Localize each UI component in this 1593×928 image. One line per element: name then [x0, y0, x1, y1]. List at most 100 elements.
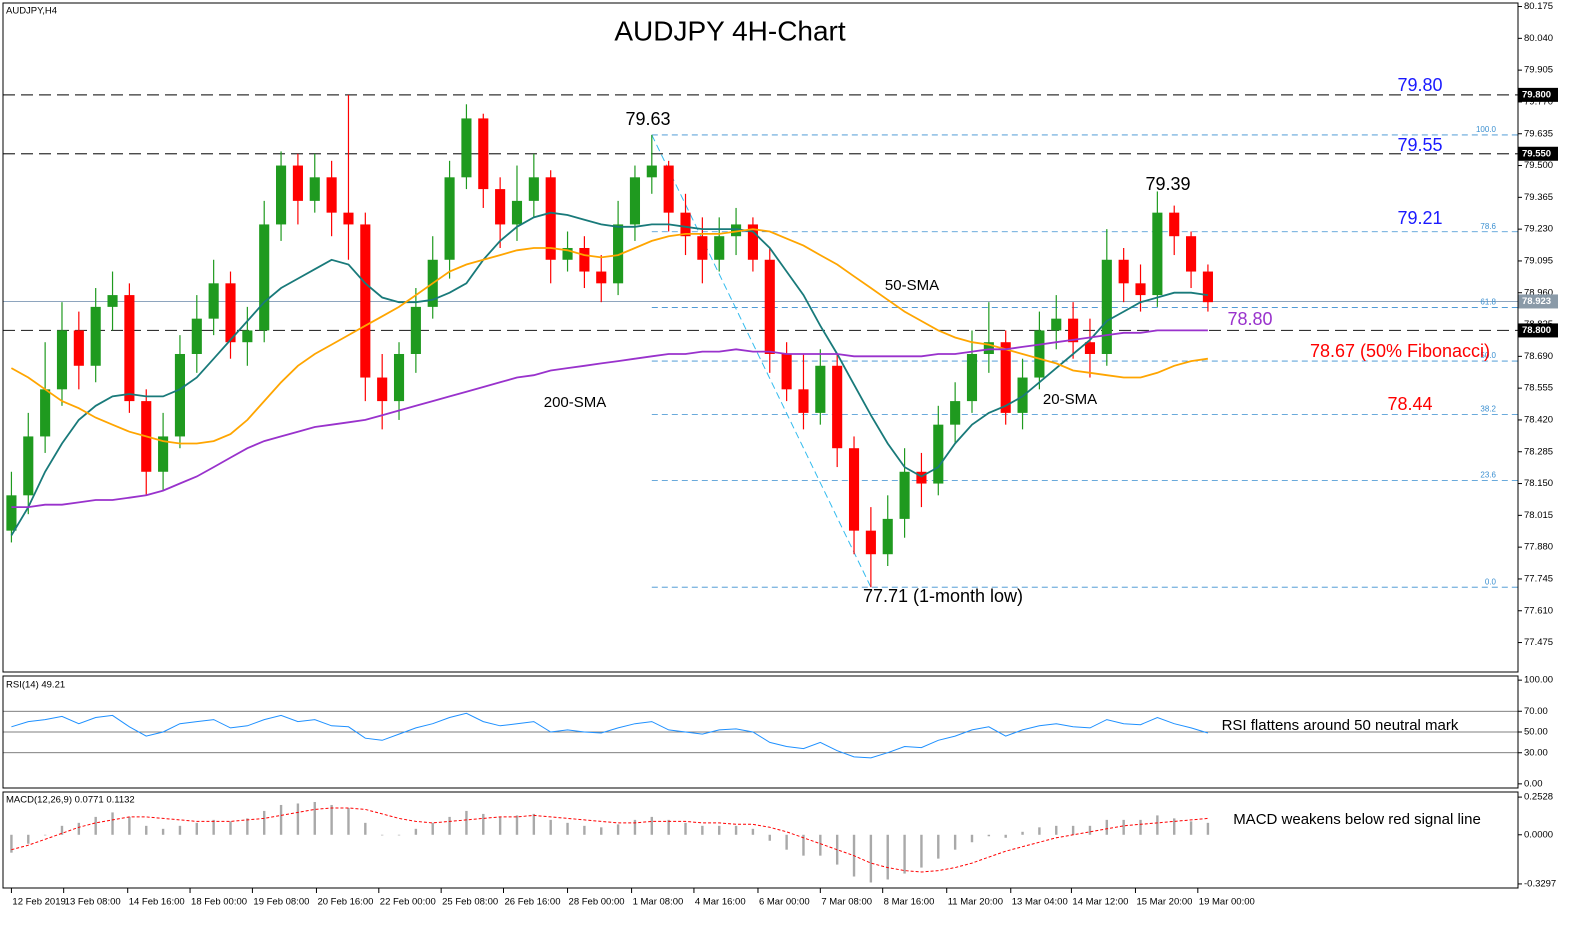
x-tick-label: 11 Mar 20:00	[948, 897, 1003, 908]
macd-bar	[313, 801, 316, 835]
annotation: 79.39	[1145, 174, 1190, 194]
macd-bar	[1189, 821, 1193, 835]
candle-body	[191, 318, 202, 354]
x-tick-label: 13 Mar 04:00	[1012, 897, 1068, 908]
candle-body	[1186, 236, 1197, 272]
candle-body	[1000, 342, 1011, 413]
macd-bar	[330, 804, 333, 835]
candle-body	[478, 118, 489, 190]
last-price-box	[1518, 294, 1558, 309]
symbol-label: AUDJPY,H4	[6, 6, 57, 17]
macd-bar	[212, 819, 215, 835]
x-tick-label: 6 Mar 00:00	[759, 897, 810, 908]
x-tick-label: 1 Mar 08:00	[633, 897, 684, 908]
candle-body	[377, 377, 388, 402]
annotation: 79.63	[625, 109, 670, 129]
x-tick-label: 12 Feb 2019	[12, 897, 65, 908]
candle-body	[798, 389, 809, 413]
macd-bar	[734, 825, 738, 835]
level-box	[1518, 146, 1558, 161]
y-tick-label: 30.00	[1524, 747, 1548, 758]
x-tick-label: 8 Mar 16:00	[884, 897, 935, 908]
macd-bar	[296, 803, 300, 835]
plot-area: 100.0 78.6 61.8 50.0 38.2 23.6 0.0 80.175 80.040…	[3, 1, 1558, 908]
y-tick-label: 79.770	[1524, 96, 1553, 107]
candle-body	[882, 518, 893, 555]
candle-body	[276, 165, 287, 225]
candle-body	[1118, 259, 1129, 284]
macd-bar	[1055, 825, 1058, 835]
candle-body	[562, 247, 573, 260]
annotation: 77.71 (1-month low)	[863, 586, 1023, 606]
candle-body	[731, 224, 742, 237]
level-box-label: 78.800	[1522, 325, 1551, 336]
macd-bar	[1156, 815, 1159, 835]
macd-bar	[1071, 825, 1075, 835]
level-box	[1518, 323, 1558, 338]
x-tick-label: 19 Feb 08:00	[253, 897, 309, 908]
candle-body	[1169, 212, 1180, 237]
candle-body	[1135, 283, 1146, 296]
swing-line	[651, 134, 872, 588]
macd-bar	[650, 816, 654, 835]
macd-bar	[1038, 827, 1041, 835]
candle-body	[579, 247, 590, 272]
macd-bar	[128, 816, 131, 835]
candle-body	[815, 365, 826, 413]
candle-body	[680, 212, 691, 237]
macd-bar	[920, 834, 923, 868]
chart-title: AUDJPY 4H-Chart	[614, 15, 846, 46]
macd-bar	[970, 834, 974, 843]
candle-body	[899, 471, 910, 519]
macd-bar	[633, 819, 637, 835]
candle-body	[933, 424, 944, 484]
candle-body	[1051, 318, 1062, 331]
y-tick-label: 78.960	[1524, 287, 1553, 298]
macd-bar	[869, 834, 873, 883]
x-tick-label: 20 Feb 16:00	[317, 897, 373, 908]
y-tick-label: 79.500	[1524, 160, 1553, 171]
y-tick-label: 77.610	[1524, 605, 1553, 616]
macd-bar	[987, 834, 991, 837]
macd-bar	[903, 834, 906, 874]
candle-body	[73, 330, 84, 366]
candle-body	[983, 342, 994, 354]
macd-bar	[684, 822, 687, 835]
candle-body	[832, 365, 843, 449]
macd-bar	[448, 816, 451, 835]
candle-body	[528, 177, 539, 201]
macd-bar	[414, 828, 418, 835]
candle-body	[461, 118, 472, 178]
candle-body	[714, 236, 725, 260]
y-tick-label: 0.2528	[1524, 792, 1553, 803]
candle-body	[56, 330, 68, 390]
macd-bar	[1004, 834, 1007, 838]
macd-bar	[380, 834, 384, 836]
price-panel	[2, 2, 1519, 673]
fib-label: 0.0	[1485, 577, 1497, 586]
candle-body	[410, 306, 421, 354]
candle-body	[764, 259, 775, 354]
x-tick-label: 15 Mar 20:00	[1136, 897, 1192, 908]
candle-body	[259, 224, 270, 331]
macd-bar	[566, 822, 569, 835]
candle-body	[158, 436, 169, 472]
candle-body	[174, 353, 186, 437]
macd-bar	[1173, 818, 1176, 835]
candle-body	[6, 495, 17, 531]
candle-body	[596, 271, 607, 284]
macd-bar	[498, 816, 502, 835]
macd-bar	[60, 825, 64, 835]
x-tick-label: 26 Feb 16:00	[505, 897, 561, 908]
candle-body	[697, 236, 708, 260]
y-tick-label: -0.3297	[1524, 878, 1556, 889]
candle-body	[393, 353, 405, 402]
macd-annotation: MACD weakens below red signal line	[1233, 811, 1481, 828]
candle-body	[40, 389, 51, 437]
candle-body	[326, 177, 337, 213]
macd-bar	[953, 834, 957, 850]
macd-bar	[246, 818, 249, 835]
candle-body	[343, 212, 354, 225]
candle-body	[309, 177, 320, 201]
